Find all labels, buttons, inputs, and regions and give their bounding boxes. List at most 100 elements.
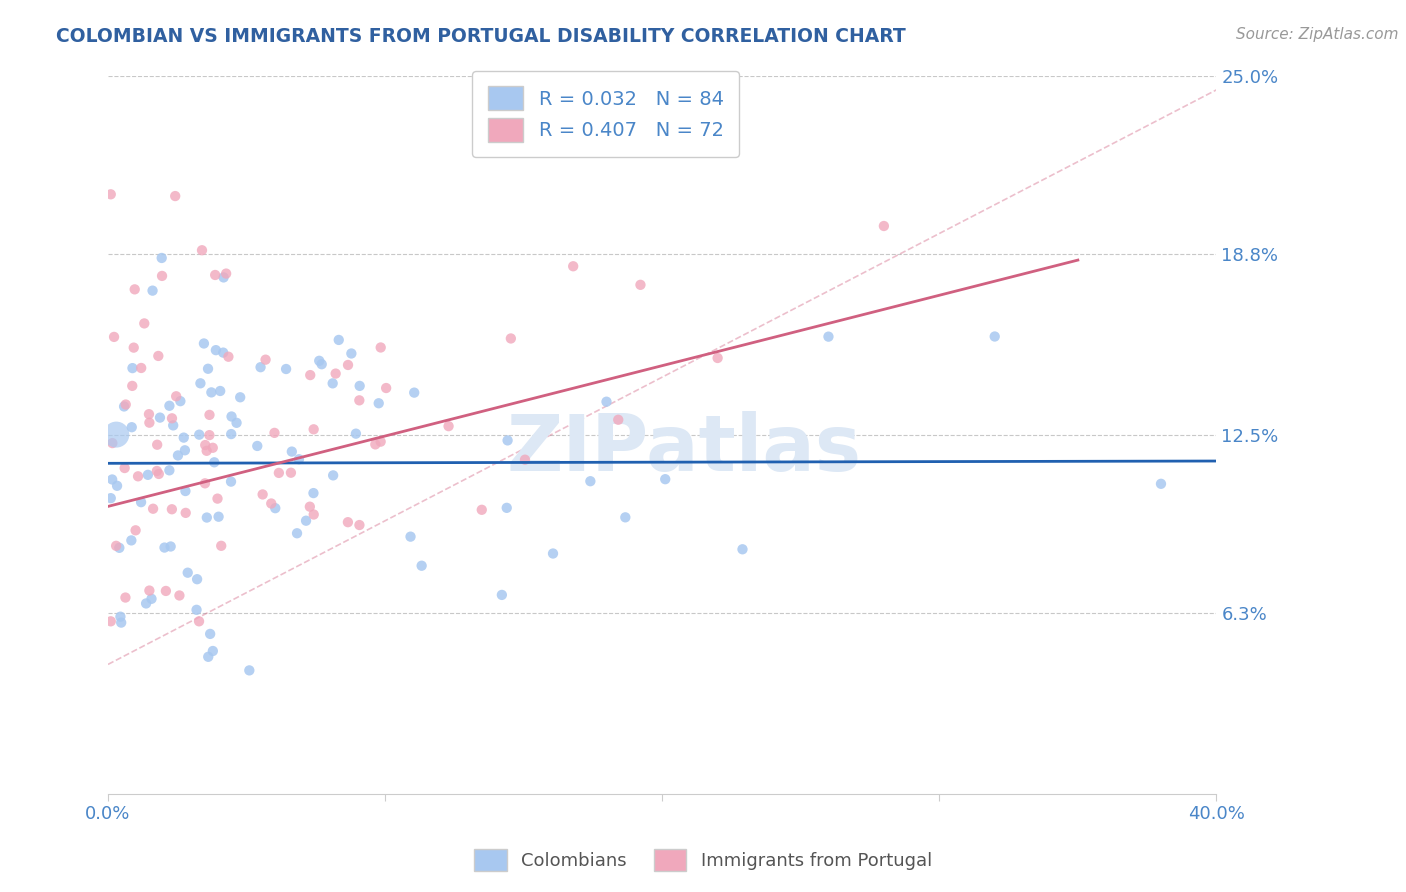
Point: [174, 506, 197, 520]
Point: [103, 330, 125, 344]
Point: [212, 270, 235, 285]
Point: [124, 282, 146, 296]
Point: [165, 389, 187, 403]
Point: [101, 473, 124, 487]
Point: [249, 360, 271, 375]
Point: [221, 409, 243, 424]
Point: [513, 452, 536, 467]
Point: [160, 411, 183, 425]
Point: [495, 500, 517, 515]
Point: [186, 572, 208, 586]
Point: [817, 329, 839, 343]
Point: [299, 368, 322, 383]
Point: [174, 443, 197, 458]
Text: Source: ZipAtlas.com: Source: ZipAtlas.com: [1236, 27, 1399, 42]
Point: [499, 331, 522, 345]
Point: [120, 533, 142, 548]
Point: [190, 376, 212, 391]
Point: [411, 558, 433, 573]
Point: [285, 526, 308, 541]
Point: [246, 439, 269, 453]
Point: [114, 461, 136, 475]
Point: [325, 367, 347, 381]
Point: [124, 524, 146, 538]
Point: [114, 591, 136, 605]
Point: [344, 426, 367, 441]
Point: [194, 438, 217, 452]
Point: [298, 500, 321, 514]
Point: [541, 547, 564, 561]
Point: [105, 427, 128, 442]
Point: [212, 345, 235, 359]
Point: [207, 509, 229, 524]
Point: [121, 379, 143, 393]
Point: [121, 361, 143, 376]
Point: [491, 588, 513, 602]
Point: [404, 385, 426, 400]
Point: [225, 416, 247, 430]
Point: [263, 425, 285, 440]
Point: [121, 420, 143, 434]
Text: ZIPatlas: ZIPatlas: [508, 411, 862, 487]
Point: [201, 441, 224, 455]
Point: [302, 486, 325, 500]
Point: [308, 353, 330, 368]
Point: [370, 341, 392, 355]
Point: [150, 251, 173, 265]
Point: [157, 463, 180, 477]
Point: [370, 434, 392, 449]
Point: [136, 467, 159, 482]
Point: [197, 649, 219, 664]
Point: [630, 277, 652, 292]
Point: [607, 413, 630, 427]
Point: [101, 436, 124, 450]
Point: [302, 508, 325, 522]
Point: [367, 396, 389, 410]
Point: [177, 566, 200, 580]
Point: [138, 416, 160, 430]
Point: [280, 466, 302, 480]
Point: [204, 268, 226, 282]
Point: [364, 437, 387, 451]
Point: [219, 475, 242, 489]
Point: [209, 539, 232, 553]
Point: [336, 515, 359, 529]
Point: [281, 444, 304, 458]
Point: [496, 434, 519, 448]
Legend: R = 0.032   N = 84, R = 0.407   N = 72: R = 0.032 N = 84, R = 0.407 N = 72: [472, 70, 740, 157]
Point: [134, 317, 156, 331]
Point: [150, 268, 173, 283]
Point: [122, 341, 145, 355]
Point: [153, 541, 176, 555]
Point: [188, 615, 211, 629]
Point: [731, 542, 754, 557]
Point: [105, 539, 128, 553]
Point: [135, 597, 157, 611]
Point: [579, 474, 602, 488]
Point: [142, 284, 165, 298]
Point: [195, 510, 218, 524]
Point: [198, 428, 221, 442]
Point: [138, 407, 160, 421]
Point: [129, 361, 152, 376]
Point: [105, 479, 128, 493]
Point: [328, 333, 350, 347]
Point: [141, 591, 163, 606]
Point: [873, 219, 896, 233]
Point: [100, 187, 122, 202]
Point: [186, 603, 208, 617]
Point: [100, 491, 122, 505]
Point: [229, 390, 252, 404]
Point: [215, 267, 238, 281]
Point: [349, 518, 371, 533]
Point: [983, 329, 1005, 343]
Point: [169, 589, 191, 603]
Point: [322, 468, 344, 483]
Point: [146, 438, 169, 452]
Point: [167, 449, 190, 463]
Point: [252, 487, 274, 501]
Point: [157, 399, 180, 413]
Point: [195, 443, 218, 458]
Point: [191, 244, 214, 258]
Point: [302, 422, 325, 436]
